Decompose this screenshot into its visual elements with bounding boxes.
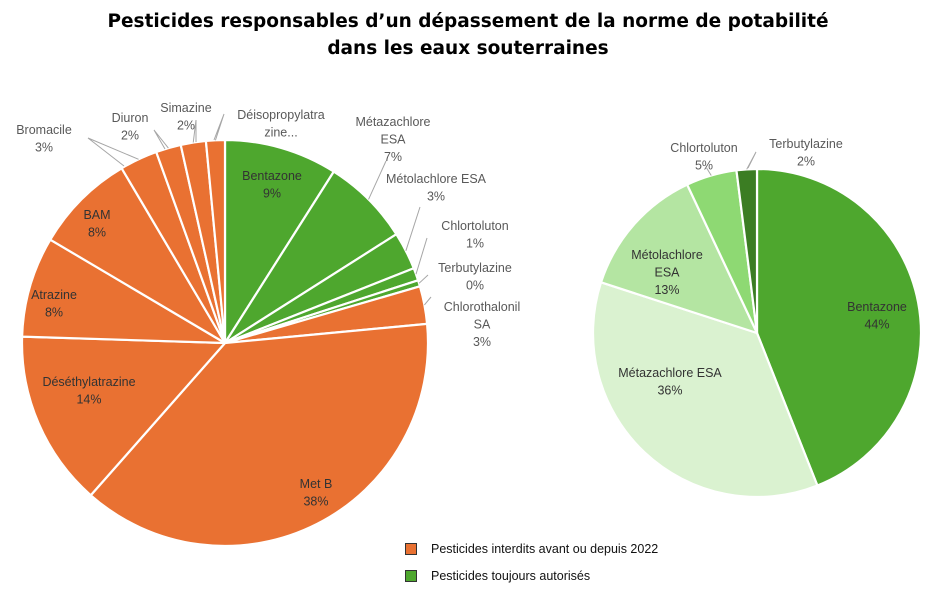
pie1-leader-bromacile <box>87 137 139 167</box>
pie1-slice-bam <box>49 167 227 345</box>
pie1-leader-terbutylazine <box>418 274 429 284</box>
pie1-leader-deisopropylatrazine <box>213 113 225 141</box>
pie2-slice-metazachlore-esa <box>591 281 819 499</box>
pie1-leader-diuron <box>153 129 169 150</box>
legend-item-allowed: Pesticides toujours autorisés <box>405 568 590 584</box>
pie2-leader-terbutylazine <box>746 151 757 170</box>
pie1-label-desethylatrazine: Déséthylatrazine 14% <box>42 375 135 407</box>
legend-label-banned: Pesticides interdits avant ou depuis 202… <box>431 542 659 556</box>
chart-title-line-1: Pesticides responsables d’un dépassement… <box>107 11 829 32</box>
pie1-slice-met-b <box>89 322 430 548</box>
pie1-label-bam: BAM 8% <box>83 208 110 240</box>
legend-item-banned: Pesticides interdits avant ou depuis 202… <box>405 541 658 557</box>
pie1-leader-metolachlore-esa <box>405 206 421 251</box>
pie2-leader-chlortoluton <box>705 166 712 176</box>
pie2-label-terbutylazine: Terbutylazine 2% <box>769 137 843 169</box>
pie1-label-bentazone: Bentazone 9% <box>242 169 302 201</box>
pie2-slice-bentazone <box>755 167 923 487</box>
pie2-slice-metolachlore-esa <box>599 183 759 335</box>
pie1-label-metolachlore-esa: Métolachlore ESA 3% <box>386 172 487 204</box>
pie2-label-metazachlore-esa: Métazachlore ESA 36% <box>618 366 722 398</box>
pie1-slice-atrazine <box>21 238 227 345</box>
pie1-label-deisopropylatrazine: Déisopropylatra zine... <box>237 108 325 140</box>
pie1-leader-chlorothalonil-sa <box>424 296 432 306</box>
pie1-label-met-b: Met B 38% <box>300 477 333 509</box>
chart-title-line-2: dans les eaux souterraines <box>327 38 609 59</box>
pie1-label-simazine: Simazine 2% <box>160 101 211 133</box>
pie1-label-terbutylazine: Terbutylazine 0% <box>438 261 512 293</box>
pie1-label-chlorothalonil-sa: Chlorothalonil SA 3% <box>444 300 520 349</box>
pie1-slice-desethylatrazine <box>20 335 227 497</box>
pie1-leader-chlortoluton <box>415 237 428 275</box>
pie1-label-bromacile: Bromacile 3% <box>16 123 72 155</box>
pie2-label-metolachlore-esa: Métolachlore ESA 13% <box>631 248 703 297</box>
legend-swatch-allowed <box>405 570 417 582</box>
pie1-leader-simazine <box>192 119 197 143</box>
pie1-slice-deisopropylatrazine <box>204 138 227 345</box>
pie1-label-chlortoluton: Chlortoluton 1% <box>441 219 508 251</box>
legend-swatch-banned <box>405 543 417 555</box>
chart-title: Pesticides responsables d’un dépassement… <box>0 8 936 62</box>
pie2-label-bentazone: Bentazone 44% <box>847 300 907 332</box>
pie1-label-metazachlore-esa: Métazachlore ESA 7% <box>355 115 430 164</box>
pie1-label-atrazine: Atrazine 8% <box>31 288 77 320</box>
legend-label-allowed: Pesticides toujours autorisés <box>431 569 591 583</box>
pie2-label-chlortoluton: Chlortoluton 5% <box>670 141 737 173</box>
pie1-slice-bentazone <box>223 138 335 345</box>
pie1-leader-metazachlore-esa <box>368 160 387 200</box>
pie1-label-diuron: Diuron 2% <box>112 111 149 143</box>
